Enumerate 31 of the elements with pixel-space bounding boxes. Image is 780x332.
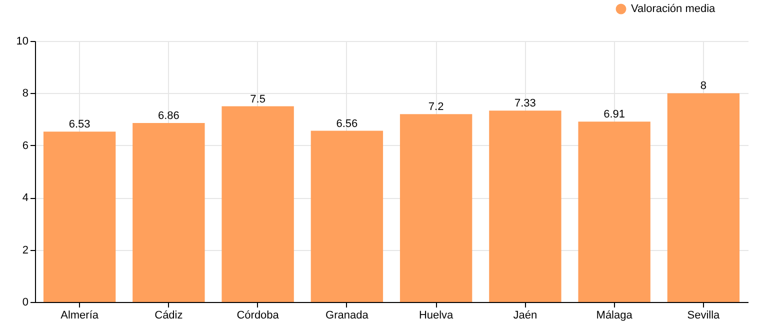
data-label: 6.86 [158,110,180,122]
bar [132,122,205,302]
y-tick-label: 8 [22,88,28,100]
bar [489,110,562,302]
y-tick-label: 4 [22,192,28,204]
bar [43,132,116,302]
data-label: 7.2 [428,101,444,114]
y-tick-label: 6 [22,140,28,152]
y-tick-label: 10 [16,36,28,48]
x-tick-label: Córdoba [236,310,280,322]
x-tick-label: Málaga [596,310,634,322]
bar [222,106,294,302]
bar [667,93,740,302]
bar [400,114,472,302]
legend-label: Valoración media [631,3,716,15]
x-tick-label: Huelva [418,310,454,322]
x-tick-label: Sevilla [687,310,721,322]
bar [310,130,384,302]
x-tick-label: Cádiz [154,310,183,322]
x-tick-label: Jaén [513,310,538,322]
data-label: 8 [700,80,706,92]
bar [578,122,650,302]
data-label: 6.53 [68,118,90,131]
data-label: 6.56 [336,118,358,130]
y-tick-label: 2 [22,244,28,256]
data-label: 7.33 [514,98,536,110]
data-label: 6.91 [604,108,626,121]
y-tick-label: 0 [22,296,28,308]
x-tick-label: Almería [60,310,100,322]
x-tick-label: Granada [326,310,370,322]
data-label: 7.5 [250,93,266,106]
